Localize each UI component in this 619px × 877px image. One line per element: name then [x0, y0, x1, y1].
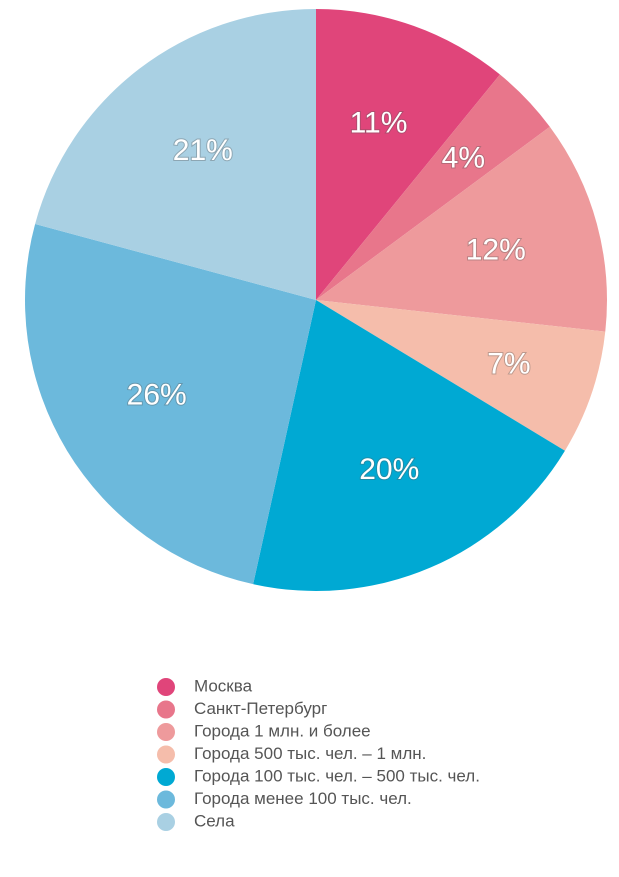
legend-marker	[157, 790, 175, 809]
legend-marker	[157, 723, 175, 741]
legend-label: Москва	[194, 676, 253, 695]
pie-slice	[253, 300, 565, 591]
legend-label: Города 500 тыс. чел. – 1 млн.	[194, 744, 426, 763]
legend-label: Города 100 тыс. чел. – 500 тыс. чел.	[194, 766, 480, 785]
legend-marker	[157, 678, 175, 696]
legend-label: Села	[194, 811, 235, 830]
value-label: 26%	[127, 378, 187, 411]
legend-marker	[157, 745, 175, 764]
pie-slice	[24, 223, 316, 585]
pie-slice	[35, 9, 316, 300]
pie-slice	[316, 126, 607, 332]
pie-slice	[316, 74, 550, 301]
value-label: 12%	[466, 233, 526, 266]
legend-marker	[157, 768, 175, 786]
legend-label: Города 1 млн. и более	[194, 721, 371, 740]
pie-slice	[316, 300, 606, 451]
legend-label: Санкт-Петербург	[194, 699, 327, 718]
legend-marker	[157, 813, 175, 831]
value-label: 7%	[487, 347, 530, 380]
legend-marker	[157, 700, 175, 719]
value-label: 20%	[359, 453, 419, 486]
pie-slice	[316, 9, 500, 300]
value-label: 4%	[442, 141, 485, 174]
value-label: 11%	[350, 106, 408, 139]
legend-label: Города менее 100 тыс. чел.	[194, 789, 412, 808]
value-label: 21%	[173, 134, 233, 167]
